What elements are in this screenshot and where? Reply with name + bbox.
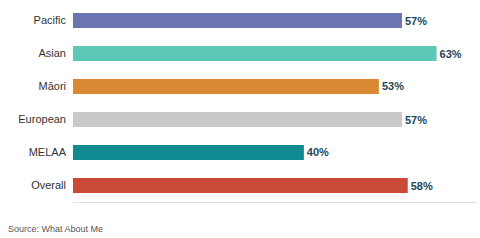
svg-text:40%: 40% (307, 146, 329, 158)
svg-text:58%: 58% (411, 180, 433, 192)
svg-text:Overall: Overall (31, 179, 66, 191)
svg-text:53%: 53% (382, 80, 404, 92)
svg-text:Source: What About Me: Source: What About Me (8, 224, 103, 234)
svg-text:MELAA: MELAA (29, 146, 67, 158)
svg-text:European: European (18, 113, 66, 125)
svg-text:63%: 63% (440, 48, 462, 60)
svg-text:Pacific: Pacific (34, 14, 67, 26)
svg-text:Māori: Māori (38, 80, 66, 92)
svg-text:Asian: Asian (38, 47, 66, 59)
svg-text:57%: 57% (405, 114, 427, 126)
svg-text:57%: 57% (405, 15, 427, 27)
